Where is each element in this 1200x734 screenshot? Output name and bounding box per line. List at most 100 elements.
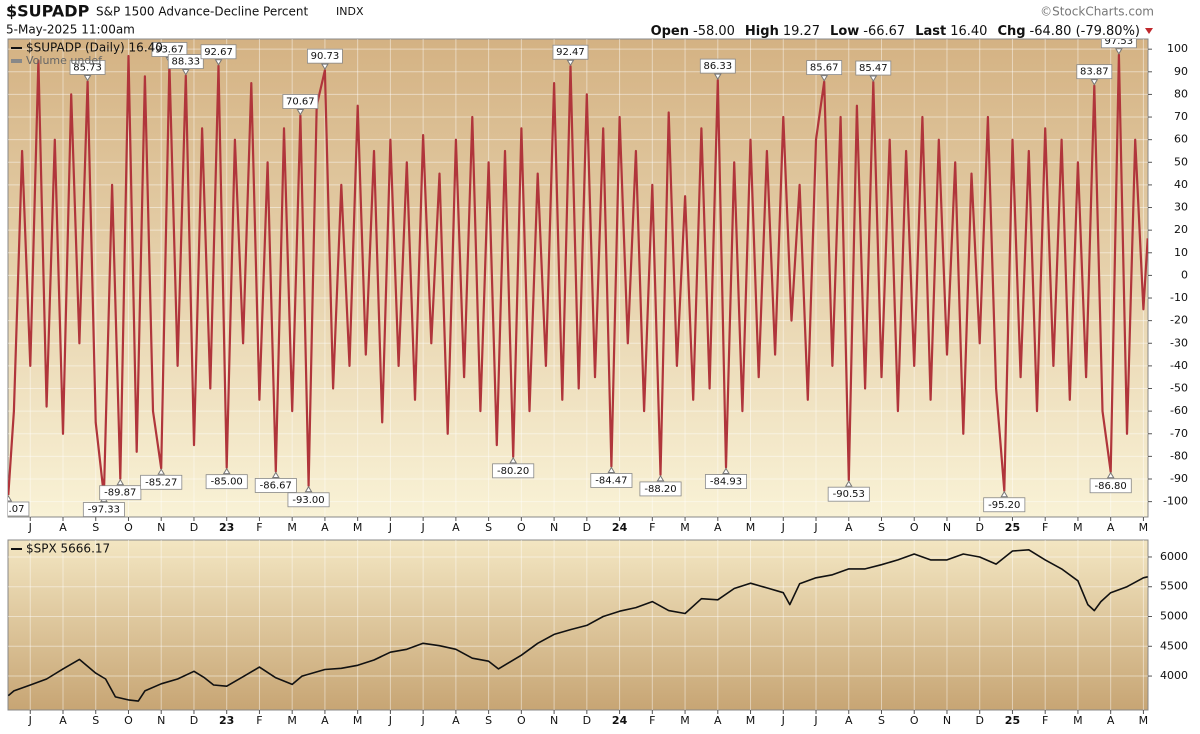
annotation-label: 85.67 [810, 63, 839, 74]
annotation-label: -97.33 [88, 505, 120, 516]
annotation-label: 90.73 [311, 51, 340, 62]
x-tick-label: J [28, 521, 32, 534]
y-tick-label: 30 [1174, 201, 1188, 214]
y-tick-label: -90 [1170, 472, 1188, 485]
x-tick-label: N [943, 521, 951, 534]
x-tick-label: M [1073, 714, 1083, 727]
x-tick-label: D [583, 714, 591, 727]
annotation-box [82, 502, 125, 517]
annotation-pointer [116, 478, 125, 486]
index-name: S&P 1500 Advance-Decline Percent [96, 5, 309, 19]
annotation-label: -97.07 [0, 504, 24, 515]
annotation-pointer [713, 73, 722, 81]
annotation-box [69, 60, 106, 75]
annotation-pointer [321, 63, 329, 71]
annotation-pointer [8, 495, 13, 502]
x-tick-label: A [321, 714, 329, 727]
x-tick-label: D [975, 714, 983, 727]
x-tick-label: A [452, 714, 460, 727]
y-tick-label: 70 [1174, 110, 1188, 123]
annotation-box [1076, 64, 1113, 80]
x-tick-label: M [287, 714, 297, 727]
x-tick-label: A [321, 521, 329, 534]
annotation-pointer [509, 456, 518, 464]
y-tick-label: 80 [1174, 87, 1188, 100]
annotation-pointer [214, 59, 223, 66]
annotation-pointer [566, 59, 575, 67]
annotation-pointer [820, 75, 829, 82]
annotation-pointer [222, 467, 231, 475]
panel-background [7, 539, 1149, 711]
stat-value: 19.27 [783, 24, 820, 39]
annotation-box [983, 497, 1026, 513]
x-tick-label: M [287, 521, 297, 534]
annotation-pointer [83, 74, 92, 82]
annotation-pointer [656, 474, 665, 482]
x-tick-label: A [714, 714, 722, 727]
x-tick-label: J [388, 521, 392, 534]
x-tick-label: J [813, 521, 817, 534]
x-tick-label: M [1139, 714, 1149, 727]
x-tick-label: O [517, 521, 526, 534]
x-tick-label: F [649, 714, 655, 727]
annotation-box [200, 44, 237, 60]
x-tick-label: J [781, 714, 785, 727]
annotation-pointer [1090, 79, 1099, 86]
annotation-box [806, 60, 843, 75]
annotation-label: -85.27 [145, 477, 177, 488]
stat-label: High [745, 24, 779, 39]
annotation-pointer [1114, 48, 1123, 55]
annotation-label: -80.20 [497, 466, 529, 477]
annotation-pointer [157, 468, 166, 475]
x-tick-label: A [845, 714, 853, 727]
stat-label: Open [651, 24, 689, 39]
date: 5-May-2025 11:00am [6, 23, 135, 37]
x-tick-label: J [813, 714, 817, 727]
stat-value: -58.00 [693, 24, 735, 39]
y-tick-label: 6000 [1160, 550, 1188, 563]
annotation-label: 92.67 [204, 47, 233, 58]
x-tick-label: F [256, 521, 262, 534]
legend-entry: $SPX 5666.17 [26, 542, 110, 556]
annotation-box [704, 474, 747, 489]
y-tick-label: -80 [1170, 449, 1188, 462]
x-tick-label: O [124, 521, 133, 534]
y-tick-label: -30 [1170, 336, 1188, 349]
y-tick-label: -40 [1170, 359, 1188, 372]
y-tick-label: 20 [1174, 223, 1188, 236]
x-tick-label: M [680, 714, 690, 727]
symbol: $SUPADP [6, 2, 90, 21]
annotation-box [552, 44, 589, 60]
y-tick-label: 4000 [1160, 669, 1188, 682]
annotation-box [1100, 39, 1137, 49]
x-tick-label: M [353, 714, 363, 727]
x-tick-label: O [910, 521, 919, 534]
annotation-box [639, 481, 682, 497]
y-tick-label: 10 [1174, 246, 1188, 259]
annotation-pointer [296, 109, 305, 116]
x-tick-label: S [92, 714, 99, 727]
x-tick-label: D [975, 521, 983, 534]
x-tick-label: F [1042, 714, 1048, 727]
annotation-box [205, 474, 248, 490]
annotation-box [855, 60, 892, 76]
stats: Open -58.00 High 19.27 Low -66.67 Last 16.40 Chg… [651, 24, 1140, 39]
annotation-label: 86.33 [703, 61, 732, 72]
x-tick-label: 25 [1005, 714, 1020, 727]
annotation-label: 93.67 [155, 44, 184, 55]
x-tick-label: N [550, 521, 558, 534]
x-tick-label: D [190, 521, 198, 534]
x-tick-label: S [878, 521, 885, 534]
annotation-pointer [1000, 490, 1009, 498]
annotation-box [699, 58, 736, 74]
stat-label: Last [915, 24, 946, 39]
x-tick-label: N [157, 714, 165, 727]
plot-area: -97.07 85.73 -97.33 -89.87 -85.27 93.67 88.33 9… [0, 39, 1148, 517]
x-tick-label: D [190, 714, 198, 727]
annotation-box [287, 492, 330, 508]
exchange: INDX [336, 5, 364, 18]
x-tick-label: D [583, 521, 591, 534]
y-tick-label: -60 [1170, 404, 1188, 417]
y-tick-label: -10 [1170, 291, 1188, 304]
annotation-label: 85.47 [859, 63, 888, 74]
